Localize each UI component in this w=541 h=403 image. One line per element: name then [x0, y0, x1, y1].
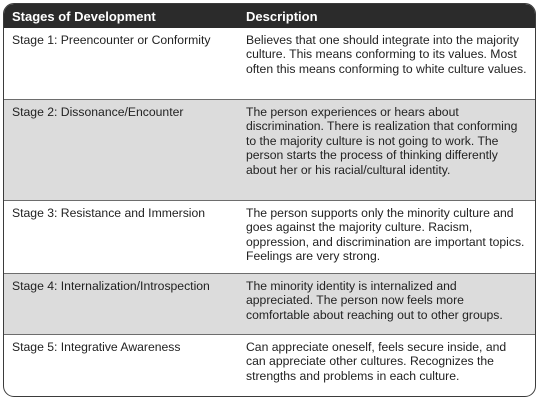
stage-cell: Stage 5: Integrative Awareness — [12, 340, 181, 354]
description-cell: The person experiences or hears about di… — [246, 105, 518, 177]
table-row-stage-1: Stage 1: Preencounter or Conformity Beli… — [4, 28, 535, 99]
description-cell: Can appreciate oneself, feels secure ins… — [246, 340, 507, 383]
table-row-stage-5: Stage 5: Integrative Awareness Can appre… — [4, 334, 535, 394]
description-cell: Believes that one should integrate into … — [246, 33, 527, 76]
table-header-row: Stages of Development Description — [4, 4, 535, 28]
stage-cell: Stage 4: Internalization/Introspection — [12, 279, 210, 293]
stages-table: Stages of Development Description Stage … — [3, 3, 536, 397]
description-cell: The minority identity is internalized an… — [246, 279, 503, 322]
stage-cell: Stage 3: Resistance and Immersion — [12, 206, 206, 220]
description-cell: The person supports only the minority cu… — [246, 206, 525, 264]
stage-cell: Stage 2: Dissonance/Encounter — [12, 105, 184, 119]
table-row-stage-2: Stage 2: Dissonance/Encounter The person… — [4, 99, 535, 200]
table-row-stage-4: Stage 4: Internalization/Introspection T… — [4, 273, 535, 334]
header-stages-of-development: Stages of Development — [12, 8, 156, 24]
table-row-stage-3: Stage 3: Resistance and Immersion The pe… — [4, 200, 535, 273]
stage-cell: Stage 1: Preencounter or Conformity — [12, 33, 211, 47]
header-description: Description — [246, 8, 318, 24]
